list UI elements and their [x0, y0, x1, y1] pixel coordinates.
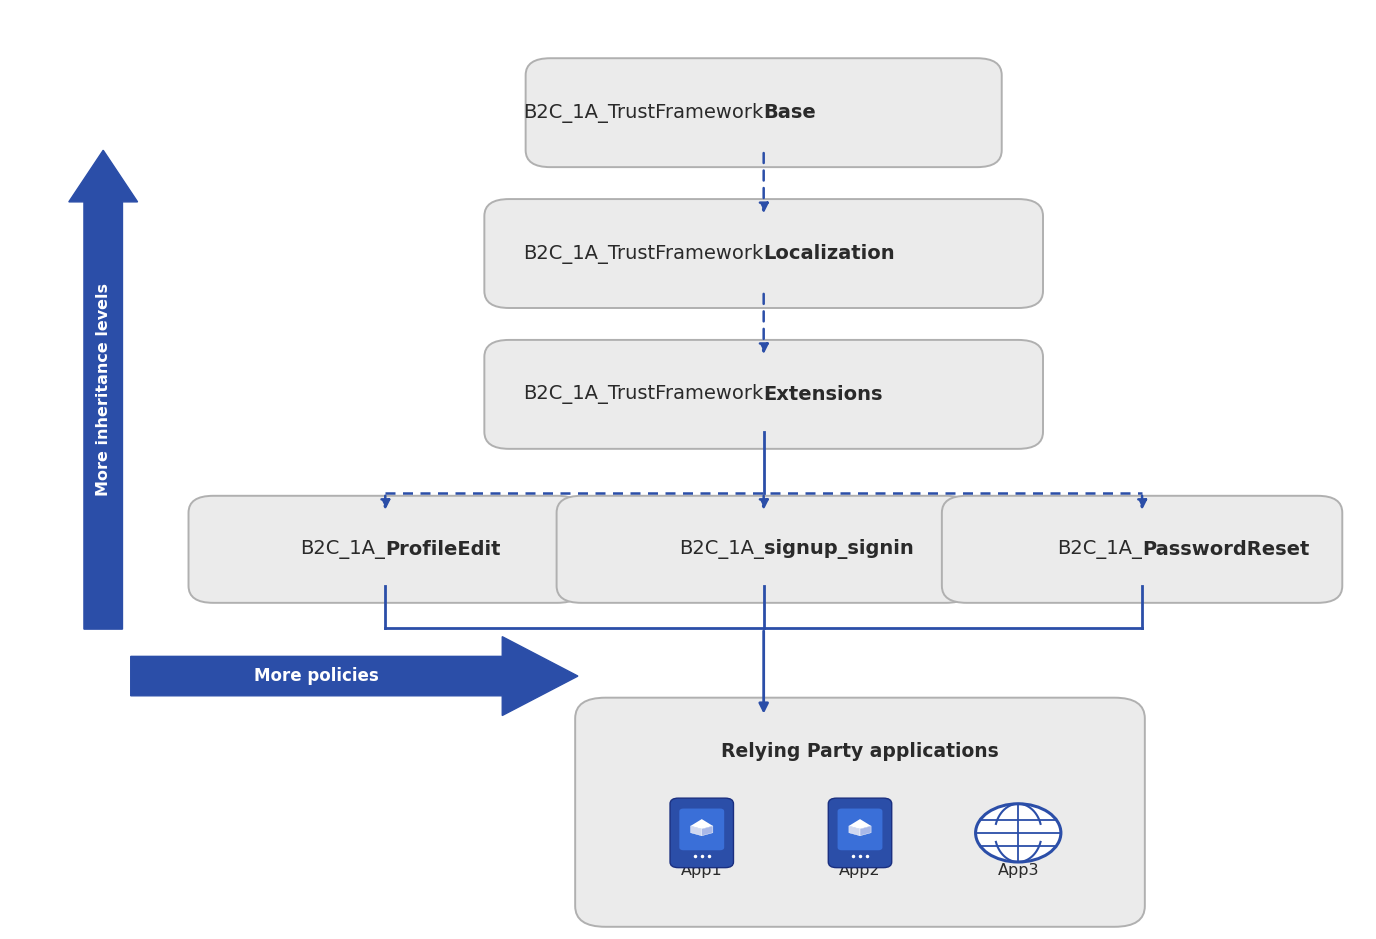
Text: More policies: More policies — [255, 667, 378, 685]
FancyBboxPatch shape — [838, 808, 882, 851]
Text: ProfileEdit: ProfileEdit — [385, 540, 501, 559]
FancyBboxPatch shape — [526, 58, 1002, 167]
Text: More inheritance levels: More inheritance levels — [96, 284, 110, 496]
Text: Base: Base — [764, 103, 816, 122]
FancyBboxPatch shape — [828, 798, 892, 868]
Text: Localization: Localization — [764, 244, 896, 263]
Polygon shape — [702, 826, 713, 836]
Polygon shape — [860, 826, 871, 836]
Text: B2C_1A_: B2C_1A_ — [1057, 540, 1142, 559]
Text: App1: App1 — [681, 863, 722, 878]
Polygon shape — [131, 637, 578, 716]
Text: PasswordReset: PasswordReset — [1142, 540, 1310, 559]
Text: App3: App3 — [998, 863, 1039, 878]
Polygon shape — [69, 150, 138, 629]
FancyBboxPatch shape — [556, 496, 971, 603]
Polygon shape — [691, 826, 702, 836]
FancyBboxPatch shape — [680, 808, 724, 851]
Text: B2C_1A_: B2C_1A_ — [300, 540, 385, 559]
Polygon shape — [691, 819, 713, 829]
Text: Extensions: Extensions — [764, 385, 883, 404]
Text: signup_signin: signup_signin — [764, 539, 914, 560]
FancyBboxPatch shape — [484, 199, 1043, 308]
Text: Relying Party applications: Relying Party applications — [721, 742, 999, 761]
Polygon shape — [849, 819, 871, 829]
Text: App2: App2 — [839, 863, 881, 878]
Text: B2C_1A_TrustFramework: B2C_1A_TrustFramework — [523, 102, 764, 123]
Text: B2C_1A_TrustFramework: B2C_1A_TrustFramework — [523, 384, 764, 405]
FancyBboxPatch shape — [484, 340, 1043, 449]
Circle shape — [976, 804, 1061, 862]
FancyBboxPatch shape — [670, 798, 733, 868]
FancyBboxPatch shape — [941, 496, 1342, 603]
Text: B2C_1A_TrustFramework: B2C_1A_TrustFramework — [523, 243, 764, 264]
Polygon shape — [849, 826, 860, 836]
FancyBboxPatch shape — [575, 698, 1145, 927]
Text: B2C_1A_: B2C_1A_ — [678, 540, 764, 559]
FancyBboxPatch shape — [189, 496, 582, 603]
